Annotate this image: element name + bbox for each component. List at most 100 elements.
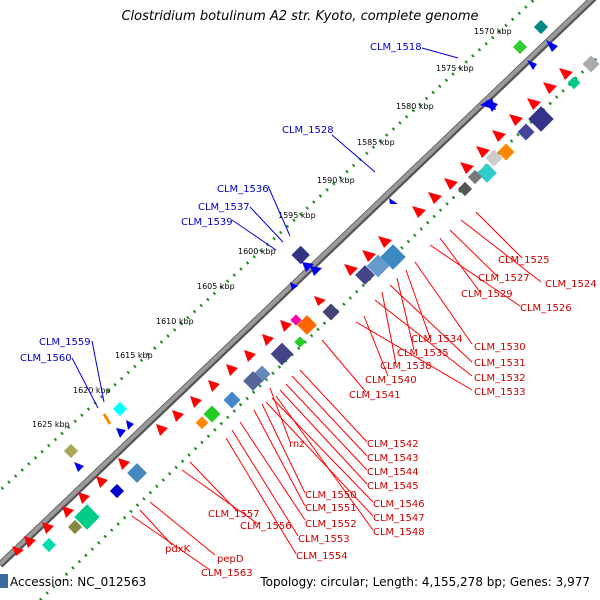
- gene-arrow: [42, 522, 54, 534]
- gene-block: [517, 123, 535, 141]
- red-leader-lines: [131, 211, 542, 571]
- gene-block: [41, 537, 57, 553]
- gene-block: [457, 181, 473, 197]
- accession-text: Accession: NC_012563: [10, 575, 147, 589]
- gene-block: [366, 254, 390, 278]
- gene-arrow: [389, 198, 398, 204]
- gene-label: CLM_1544: [367, 467, 419, 478]
- gene-label: pepD: [217, 554, 244, 565]
- gene-arrow: [362, 250, 376, 262]
- kbp-label: 1590 kbp: [317, 176, 355, 185]
- gene-arrow: [559, 68, 573, 80]
- gene-label: CLM_1553: [298, 534, 350, 545]
- kbp-label: 1610 kbp: [156, 317, 194, 326]
- gene-label: CLM_1560: [20, 353, 72, 364]
- gene-block: [290, 314, 302, 326]
- gene-arrow: [78, 492, 90, 504]
- gene-arrow: [527, 98, 541, 110]
- gene-block: [497, 143, 515, 161]
- kbp-label: 1585 kbp: [357, 138, 395, 147]
- gene-block: [127, 463, 147, 483]
- kbp-label: 1620 kbp: [73, 386, 111, 395]
- gene-block: [467, 169, 483, 185]
- gene-arrow: [208, 380, 220, 392]
- gene-arrow: [290, 282, 298, 290]
- gene-block: [67, 519, 83, 535]
- gene-arrow: [280, 320, 292, 332]
- gene-label: CLM_1559: [39, 337, 91, 348]
- gene-block: [243, 371, 263, 391]
- kbp-label: 1570 kbp: [474, 27, 512, 36]
- kbp-label: 1615 kbp: [115, 351, 153, 360]
- gene-arrow: [172, 410, 184, 422]
- gene-block: [63, 443, 79, 459]
- gene-block: [270, 342, 294, 366]
- gene-label: CLM_1547: [373, 513, 425, 524]
- gene-arrow: [460, 162, 474, 174]
- gene-label: CLM_1518: [370, 42, 422, 53]
- gene-arrow: [543, 82, 557, 94]
- gene-arrow: [226, 364, 238, 376]
- gene-arrow: [314, 296, 326, 306]
- genome-info-text: Topology: circular; Length: 4,155,278 bp…: [260, 575, 590, 589]
- gene-block: [485, 149, 503, 167]
- gene-label: CLM_1563: [201, 568, 253, 579]
- gene-label: CLM_1530: [474, 342, 526, 353]
- gene-arrow: [156, 424, 168, 436]
- gene-block: [195, 416, 209, 430]
- gene-label: CLM_1552: [305, 519, 357, 530]
- gene-arrow: [310, 266, 322, 276]
- kbp-label: 1600 kbp: [238, 247, 276, 256]
- gene-block: [512, 39, 528, 55]
- gene-label: CLM_1557: [208, 509, 260, 520]
- gene-label: CLM_1531: [474, 358, 526, 369]
- gene-label: CLM_1535: [397, 348, 449, 359]
- gene-arrow: [116, 428, 126, 438]
- gene-label: CLM_1532: [474, 373, 526, 384]
- gene-label: CLM_1533: [474, 387, 526, 398]
- gene-arrow: [492, 130, 506, 142]
- gene-label: CLM_1556: [240, 521, 292, 532]
- gene-label: CLM_1538: [380, 361, 432, 372]
- gene-arrow: [24, 536, 36, 548]
- genome-backbone: [0, 0, 597, 568]
- gene-block: [582, 55, 600, 73]
- gene-arrow: [412, 206, 426, 218]
- kbp-label: 1625 kbp: [32, 420, 70, 429]
- gene-arrow: [12, 546, 24, 556]
- gene-arrow: [62, 506, 74, 518]
- gene-block: [291, 245, 310, 265]
- gene-label: CLM_1527: [478, 273, 530, 284]
- gene-block: [74, 504, 100, 530]
- gene-arrow: [302, 262, 314, 272]
- gene-arrow: [378, 236, 392, 248]
- gene-arrow: [476, 146, 490, 158]
- kbp-label: 1580 kbp: [396, 102, 434, 111]
- map-title: Clostridium botulinum A2 str. Kyoto, com…: [121, 9, 479, 24]
- gene-arrow: [486, 100, 498, 112]
- gene-label: CLM_1526: [520, 303, 572, 314]
- gene-label: CLM_1534: [411, 334, 463, 345]
- gene-label: CLM_1537: [198, 202, 250, 213]
- gene-arrow: [428, 192, 442, 204]
- gene-arrow: [509, 114, 523, 126]
- gene-arrow: [96, 476, 108, 488]
- gene-block: [102, 413, 112, 425]
- gene-label: CLM_1525: [498, 255, 550, 266]
- gene-block: [567, 76, 581, 90]
- gene-block: [223, 391, 241, 409]
- gene-block: [109, 483, 125, 499]
- kbp-scale: 1570 kbp 1575 kbp 1580 kbp 1585 kbp 1590…: [32, 27, 512, 429]
- inner-genes: [0, 55, 600, 588]
- gene-arrow: [546, 40, 558, 52]
- gene-label: pdxK: [165, 544, 191, 555]
- gene-label: CLM_1540: [365, 375, 417, 386]
- gene-arrow: [244, 350, 256, 362]
- gene-label: CLM_1524: [545, 279, 597, 290]
- kbp-label: 1605 kbp: [197, 282, 235, 291]
- gene-label: CLM_1546: [373, 499, 425, 510]
- gene-block: [355, 265, 375, 285]
- gene-label: CLM_1541: [349, 390, 401, 401]
